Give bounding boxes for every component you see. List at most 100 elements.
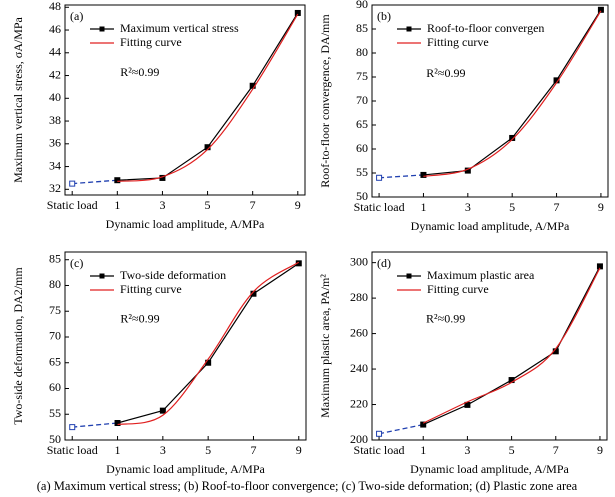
- plot-frame: [64, 251, 307, 441]
- legend-label: Maximum plastic area: [427, 268, 535, 282]
- y-tick-label: 50: [356, 189, 368, 203]
- x-tick-label: 5: [509, 443, 515, 457]
- marker: [420, 421, 427, 428]
- legend-label: Fitting curve: [120, 282, 182, 296]
- legend-label: Fitting curve: [427, 35, 489, 49]
- x-tick-label: 3: [159, 198, 165, 212]
- fit-curve: [423, 10, 602, 177]
- legend-label: Two-side deformation: [120, 268, 226, 282]
- y-tick-label: 60: [49, 380, 61, 394]
- annotation: R²≈0.99: [426, 66, 465, 80]
- x-tick-label: 7: [554, 200, 560, 214]
- legend-label: Roof-to-floor convergen: [427, 21, 544, 35]
- y-tick-label: 46: [49, 22, 61, 36]
- x-tick-label: 1: [420, 443, 426, 457]
- legend-label: Fitting curve: [120, 35, 182, 49]
- x-axis-label: Dynamic load amplitude, A/MPa: [411, 219, 570, 233]
- marker: [420, 171, 427, 178]
- panel-label: (a): [70, 9, 83, 23]
- marker: [69, 424, 76, 431]
- marker: [114, 177, 121, 184]
- y-tick-label: 80: [356, 45, 368, 59]
- legend-label: Fitting curve: [427, 282, 489, 296]
- legend-marker: [99, 26, 105, 32]
- static-link: [379, 174, 424, 179]
- x-tick-label: 1: [114, 198, 120, 212]
- y-tick-label: 60: [356, 141, 368, 155]
- panel-label: (d): [377, 256, 391, 270]
- y-tick-label: 260: [350, 325, 368, 339]
- y-tick-label: 70: [49, 329, 61, 343]
- y-tick-label: 55: [49, 406, 61, 420]
- x-tick-label: 3: [464, 443, 470, 457]
- legend-label: Maximum vertical stress: [120, 21, 239, 35]
- x-tick-label: 3: [465, 200, 471, 214]
- y-tick-label: 90: [356, 0, 368, 11]
- y-tick-label: 36: [49, 136, 61, 150]
- y-tick-label: 70: [356, 93, 368, 107]
- y-tick-label: 65: [49, 354, 61, 368]
- annotation: R²≈0.99: [426, 311, 465, 325]
- fit-curve: [117, 13, 299, 182]
- y-tick-label: 75: [356, 69, 368, 83]
- marker: [294, 9, 301, 16]
- marker: [376, 174, 383, 181]
- plot-frame: [64, 4, 306, 196]
- x-tick-label: 1: [115, 443, 121, 457]
- y-tick-label: 32: [49, 181, 61, 195]
- marker: [114, 420, 121, 427]
- x-axis-label: Dynamic load amplitude, A/MPa: [410, 462, 569, 476]
- y-tick-label: 65: [356, 117, 368, 131]
- x-tick-label: 7: [250, 443, 256, 457]
- legend-marker: [99, 273, 105, 279]
- static-link: [378, 423, 424, 435]
- x-tick-label: Static load: [47, 198, 98, 212]
- x-tick-label: 9: [597, 443, 603, 457]
- annotation: R²≈0.99: [120, 65, 159, 79]
- x-axis-label: Dynamic load amplitude, A/MPa: [106, 462, 265, 476]
- x-tick-label: 7: [553, 443, 559, 457]
- x-tick-label: Static load: [354, 443, 405, 457]
- static-link: [72, 179, 118, 185]
- x-tick-label: 9: [295, 198, 301, 212]
- y-tick-label: 38: [49, 113, 61, 127]
- caption: (a) Maximum vertical stress; (b) Roof-to…: [37, 479, 578, 493]
- marker: [376, 430, 383, 437]
- x-tick-label: 3: [160, 443, 166, 457]
- x-tick-label: 1: [420, 200, 426, 214]
- x-tick-label: 7: [250, 198, 256, 212]
- x-tick-label: 9: [296, 443, 302, 457]
- x-tick-label: Static load: [47, 443, 98, 457]
- y-tick-label: 75: [49, 303, 61, 317]
- panel-label: (b): [377, 9, 391, 23]
- plot-frame: [371, 251, 608, 441]
- y-tick-label: 34: [49, 158, 61, 172]
- y-tick-label: 280: [350, 290, 368, 304]
- y-tick-label: 50: [49, 432, 61, 446]
- y-tick-label: 85: [49, 251, 61, 265]
- y-tick-label: 42: [49, 67, 61, 81]
- y-tick-label: 48: [49, 0, 61, 13]
- y-axis-label: Maximum plastic area, PA/m²: [318, 274, 332, 418]
- x-tick-label: 5: [509, 200, 515, 214]
- y-axis-label: Maximum vertical stress, σA/MPa: [11, 16, 25, 182]
- y-tick-label: 85: [356, 21, 368, 35]
- y-tick-label: 240: [350, 361, 368, 375]
- y-tick-label: 44: [49, 45, 61, 59]
- x-tick-label: 9: [598, 200, 604, 214]
- y-tick-label: 55: [356, 165, 368, 179]
- annotation: R²≈0.99: [120, 311, 159, 325]
- y-tick-label: 80: [49, 277, 61, 291]
- y-axis-label: Two-side deformation, DA2/mm: [11, 267, 25, 425]
- x-tick-label: 5: [205, 443, 211, 457]
- y-tick-label: 300: [350, 254, 368, 268]
- x-axis-label: Dynamic load amplitude, A/MPa: [106, 217, 265, 231]
- marker: [597, 6, 604, 13]
- legend-marker: [406, 273, 412, 279]
- panel-label: (c): [70, 256, 83, 270]
- x-tick-label: 5: [205, 198, 211, 212]
- legend-marker: [406, 26, 412, 32]
- static-link: [72, 422, 118, 428]
- x-tick-label: Static load: [354, 200, 405, 214]
- fit-curve: [422, 267, 601, 424]
